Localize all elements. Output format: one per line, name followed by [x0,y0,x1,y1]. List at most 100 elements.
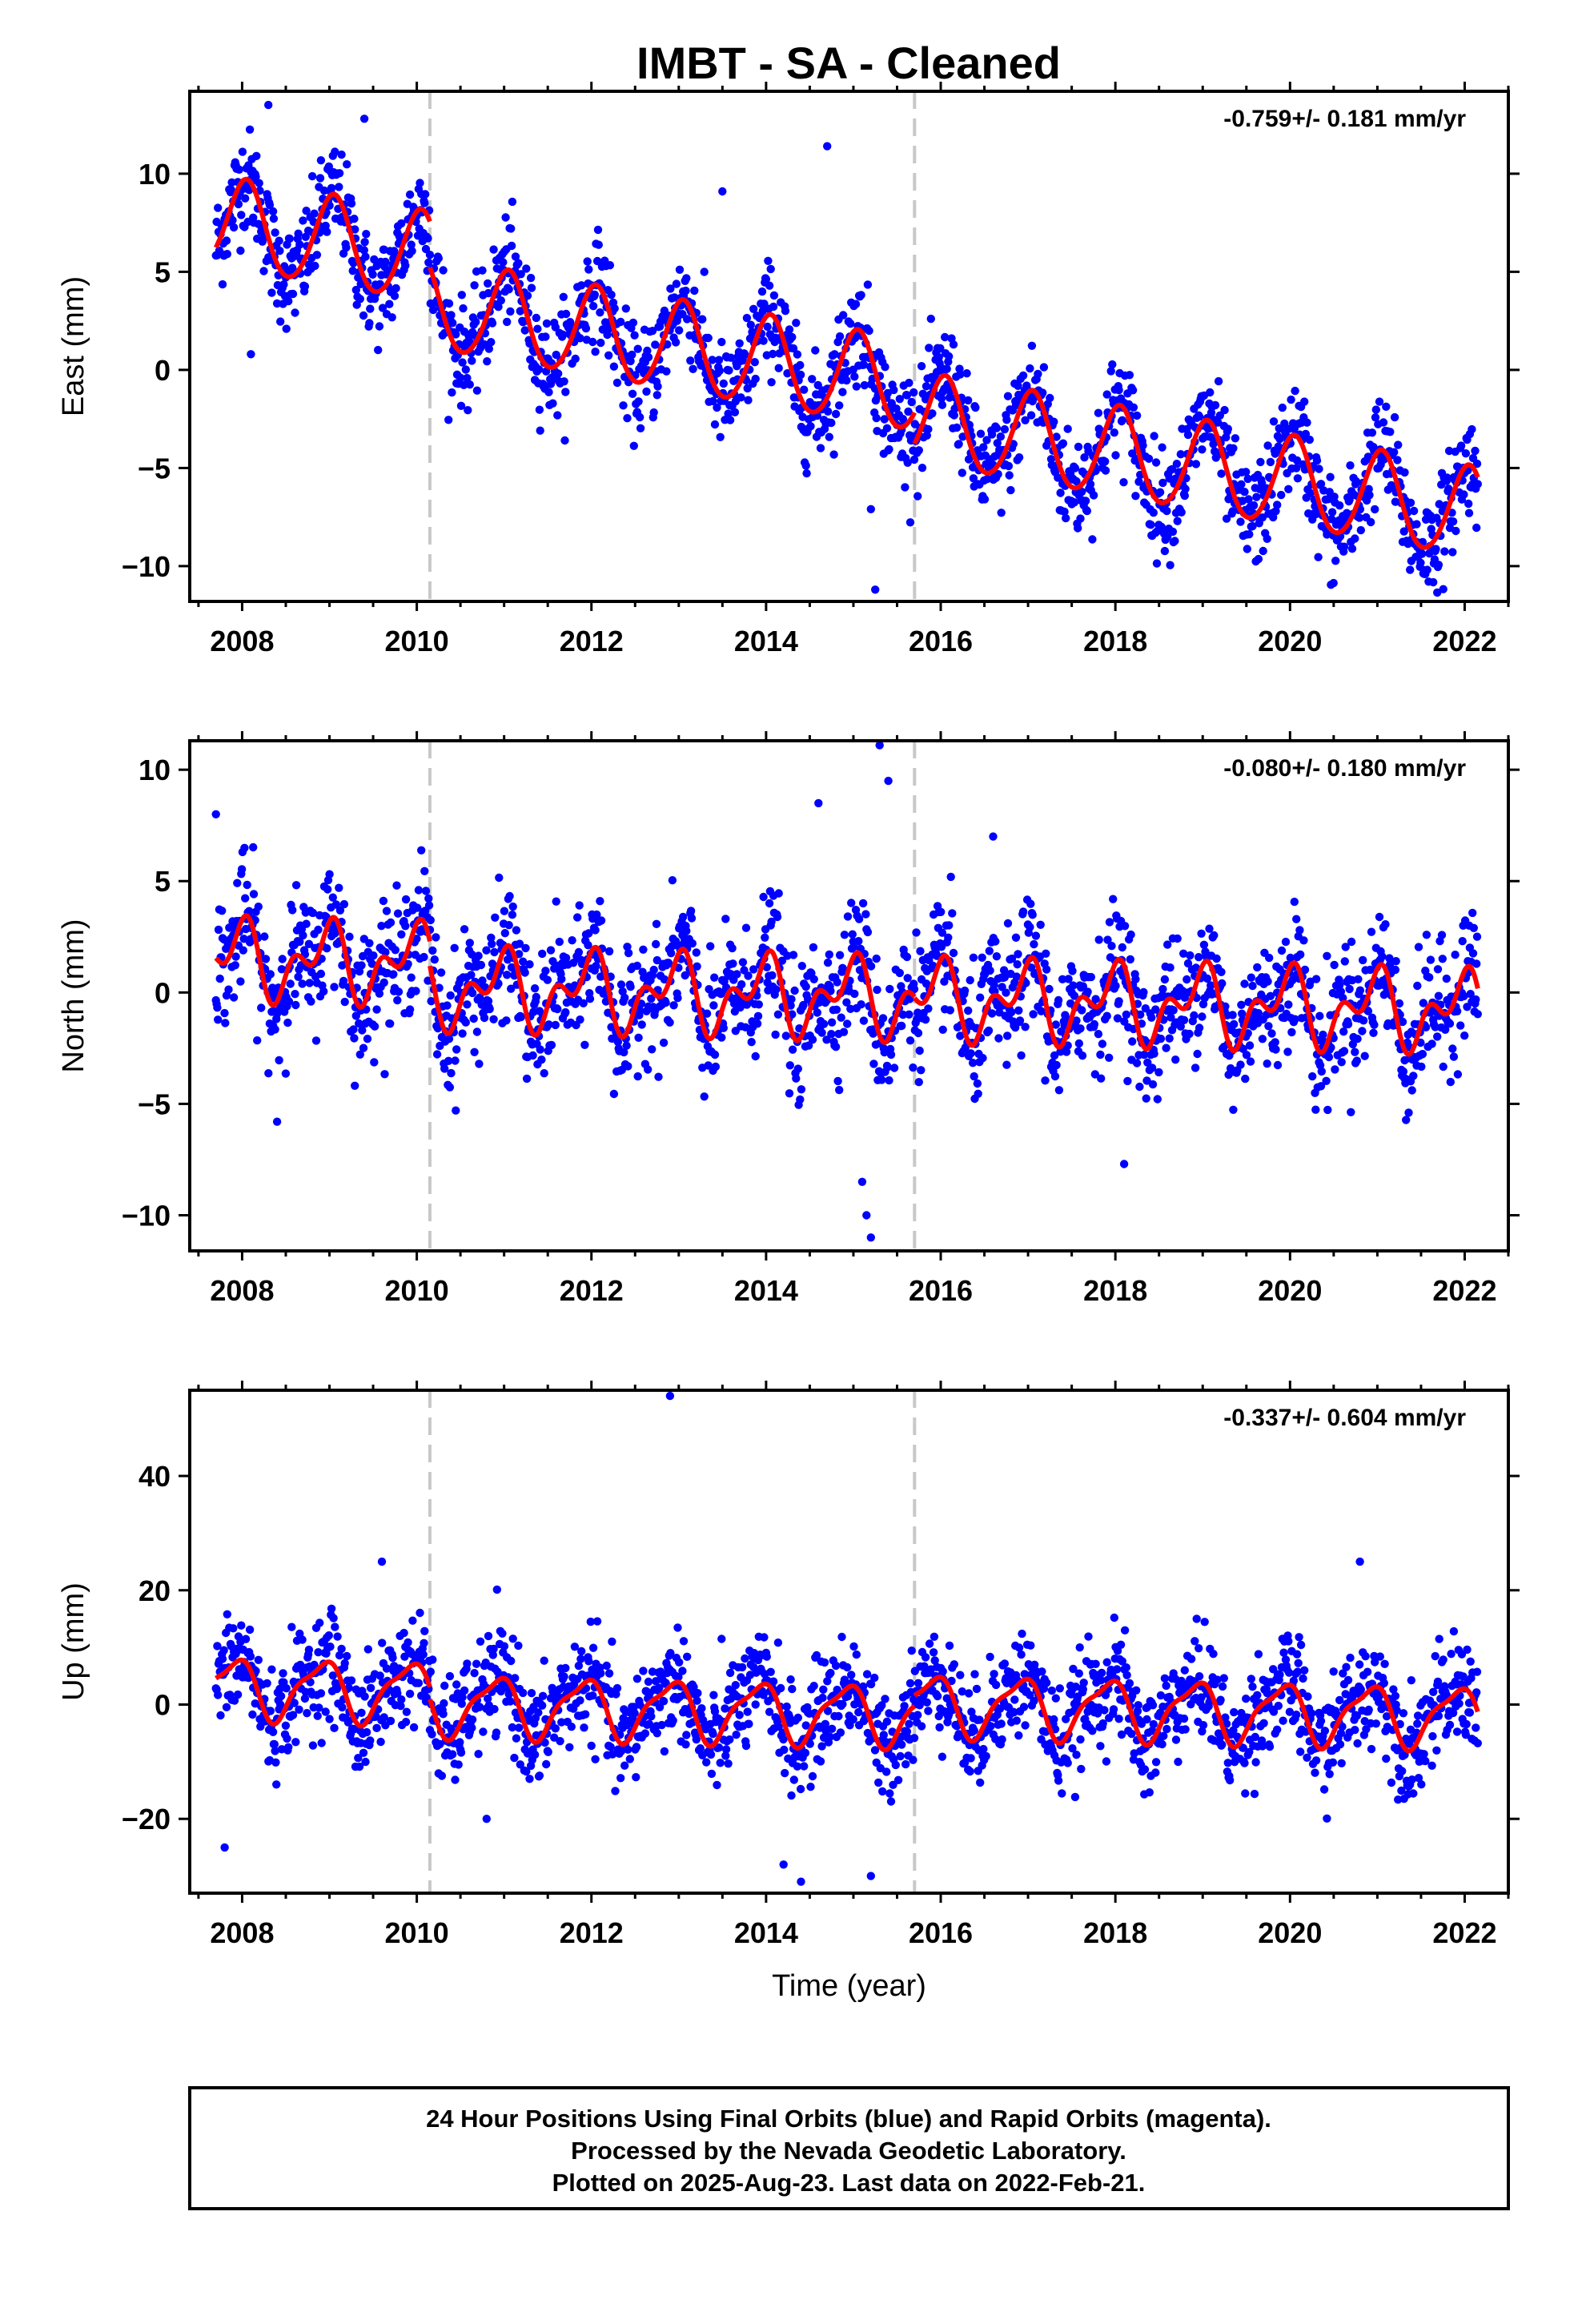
data-point [1336,987,1346,996]
data-point [1237,1000,1246,1010]
data-point [581,1710,590,1719]
data-point [241,194,250,203]
data-point [511,1674,520,1683]
data-point [1114,385,1123,395]
data-point [1471,446,1480,456]
data-point [678,1667,687,1675]
data-point [300,282,310,291]
data-point [785,1712,794,1722]
data-point [1167,464,1177,474]
data-point [259,267,268,275]
data-point [869,1059,878,1068]
data-point [1026,899,1035,908]
data-point [622,1041,631,1050]
data-point [448,1750,457,1759]
data-point [950,411,959,420]
data-point [577,281,586,290]
data-point [314,1648,323,1657]
data-point [1331,557,1340,565]
data-point [1346,461,1355,470]
data-point [1443,473,1452,482]
data-point [870,1746,880,1755]
data-point [874,1778,883,1787]
data-point [962,369,971,378]
data-point [315,1618,324,1627]
data-point [1295,926,1304,935]
data-point [607,290,616,300]
x-tick-label: 2012 [560,625,624,657]
data-point [878,1014,888,1023]
data-point [1072,476,1081,486]
data-point [1131,492,1140,501]
data-point [781,1031,790,1040]
data-point [1446,1077,1456,1087]
data-point [339,899,349,909]
data-point [830,350,839,359]
data-point [359,311,368,320]
data-point [632,1743,641,1751]
data-point [512,926,521,935]
data-point [839,1027,849,1036]
data-point [1005,471,1014,480]
data-point [976,429,986,438]
data-point [1358,1027,1367,1035]
data-point [498,1629,507,1638]
data-point [624,948,633,958]
y-tick-label: 0 [155,976,171,1009]
data-point [405,190,415,199]
data-point [420,199,429,207]
data-point [1399,527,1408,536]
data-point [1109,895,1118,903]
data-point [1157,522,1166,532]
data-point [427,997,436,1006]
data-point [444,416,453,424]
data-point [448,388,456,397]
data-point [1395,999,1404,1008]
data-point [489,1644,498,1654]
data-point [897,1021,906,1031]
data-point [612,378,622,388]
data-point [1303,418,1311,427]
data-point [812,1651,821,1660]
data-point [483,357,492,366]
data-point [584,1657,593,1666]
data-point [840,1675,849,1684]
data-point [348,267,357,275]
data-point [1070,464,1080,472]
data-point [1089,491,1098,500]
data-point [990,980,998,990]
data-point [1022,979,1030,987]
data-point [272,1780,281,1789]
data-point [1412,520,1421,529]
data-point [444,299,454,308]
data-point [335,169,344,178]
data-point [681,971,689,980]
data-point [659,1697,669,1706]
data-point [862,1670,872,1679]
data-point [1347,545,1357,553]
data-point [454,1760,463,1769]
data-point [1054,995,1063,1005]
data-point [490,1705,499,1714]
data-point [337,1644,346,1654]
data-point [379,896,388,906]
data-point [1173,517,1182,525]
data-point [786,1001,795,1010]
data-point [982,436,991,444]
data-point [420,866,429,876]
data-point [1280,419,1289,428]
data-point [1406,565,1415,574]
data-point [623,414,632,423]
data-point [351,1081,359,1091]
data-point [428,1730,436,1739]
data-point [1132,411,1142,420]
data-point [1254,1009,1263,1018]
data-point [478,266,487,275]
data-point [974,1089,982,1099]
data-point [892,404,901,413]
data-point [905,1719,913,1728]
data-point [576,334,584,343]
data-point [839,965,848,974]
data-point [921,382,931,391]
data-point [291,881,301,890]
